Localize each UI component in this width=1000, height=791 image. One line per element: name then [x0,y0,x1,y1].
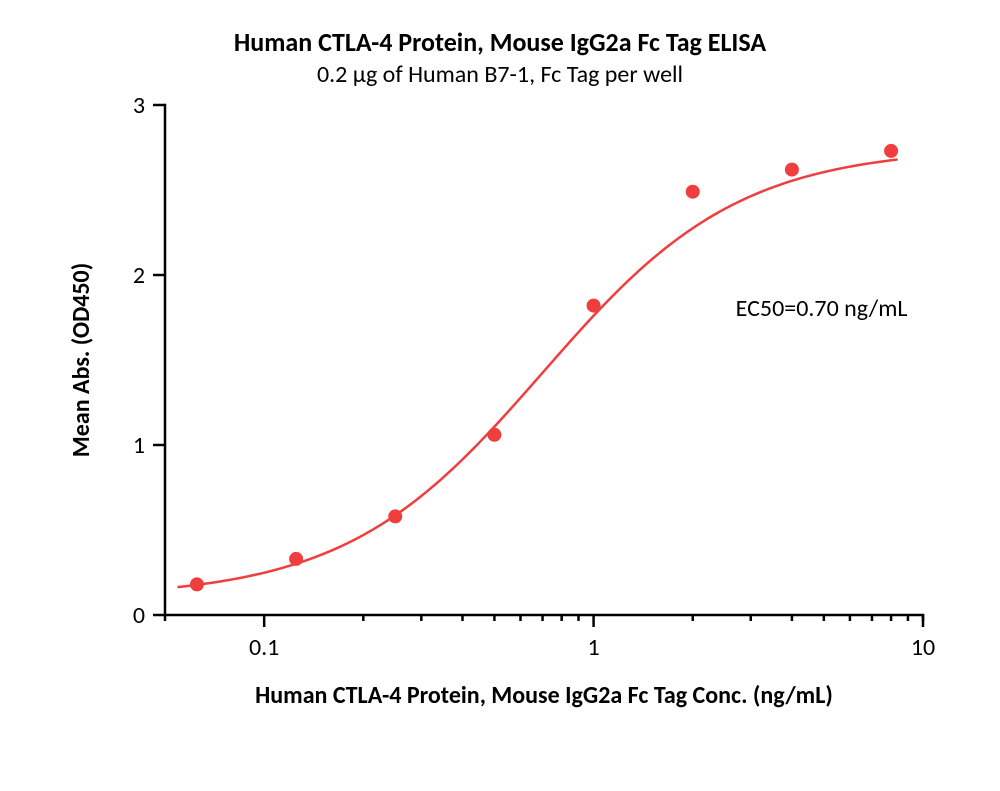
y-tick-label: 1 [105,431,145,460]
points-group [190,144,898,592]
x-tick-label: 1 [554,633,634,662]
axes-group [153,105,923,627]
x-tick-label: 0.1 [224,633,304,662]
fit-curve-group [179,160,897,587]
x-tick-label: 10 [883,633,963,662]
y-tick-label: 0 [105,601,145,630]
y-axis-label: Mean Abs. (OD450) [67,105,96,615]
elisa-figure: Human CTLA-4 Protein, Mouse IgG2a Fc Tag… [0,0,1000,791]
y-tick-label: 3 [105,91,145,120]
chart-plot-svg [0,0,1000,791]
ec50-annotation: EC50=0.70 ng/mL [736,294,908,323]
y-tick-label: 2 [105,261,145,290]
x-axis-label: Human CTLA-4 Protein, Mouse IgG2a Fc Tag… [165,681,923,710]
